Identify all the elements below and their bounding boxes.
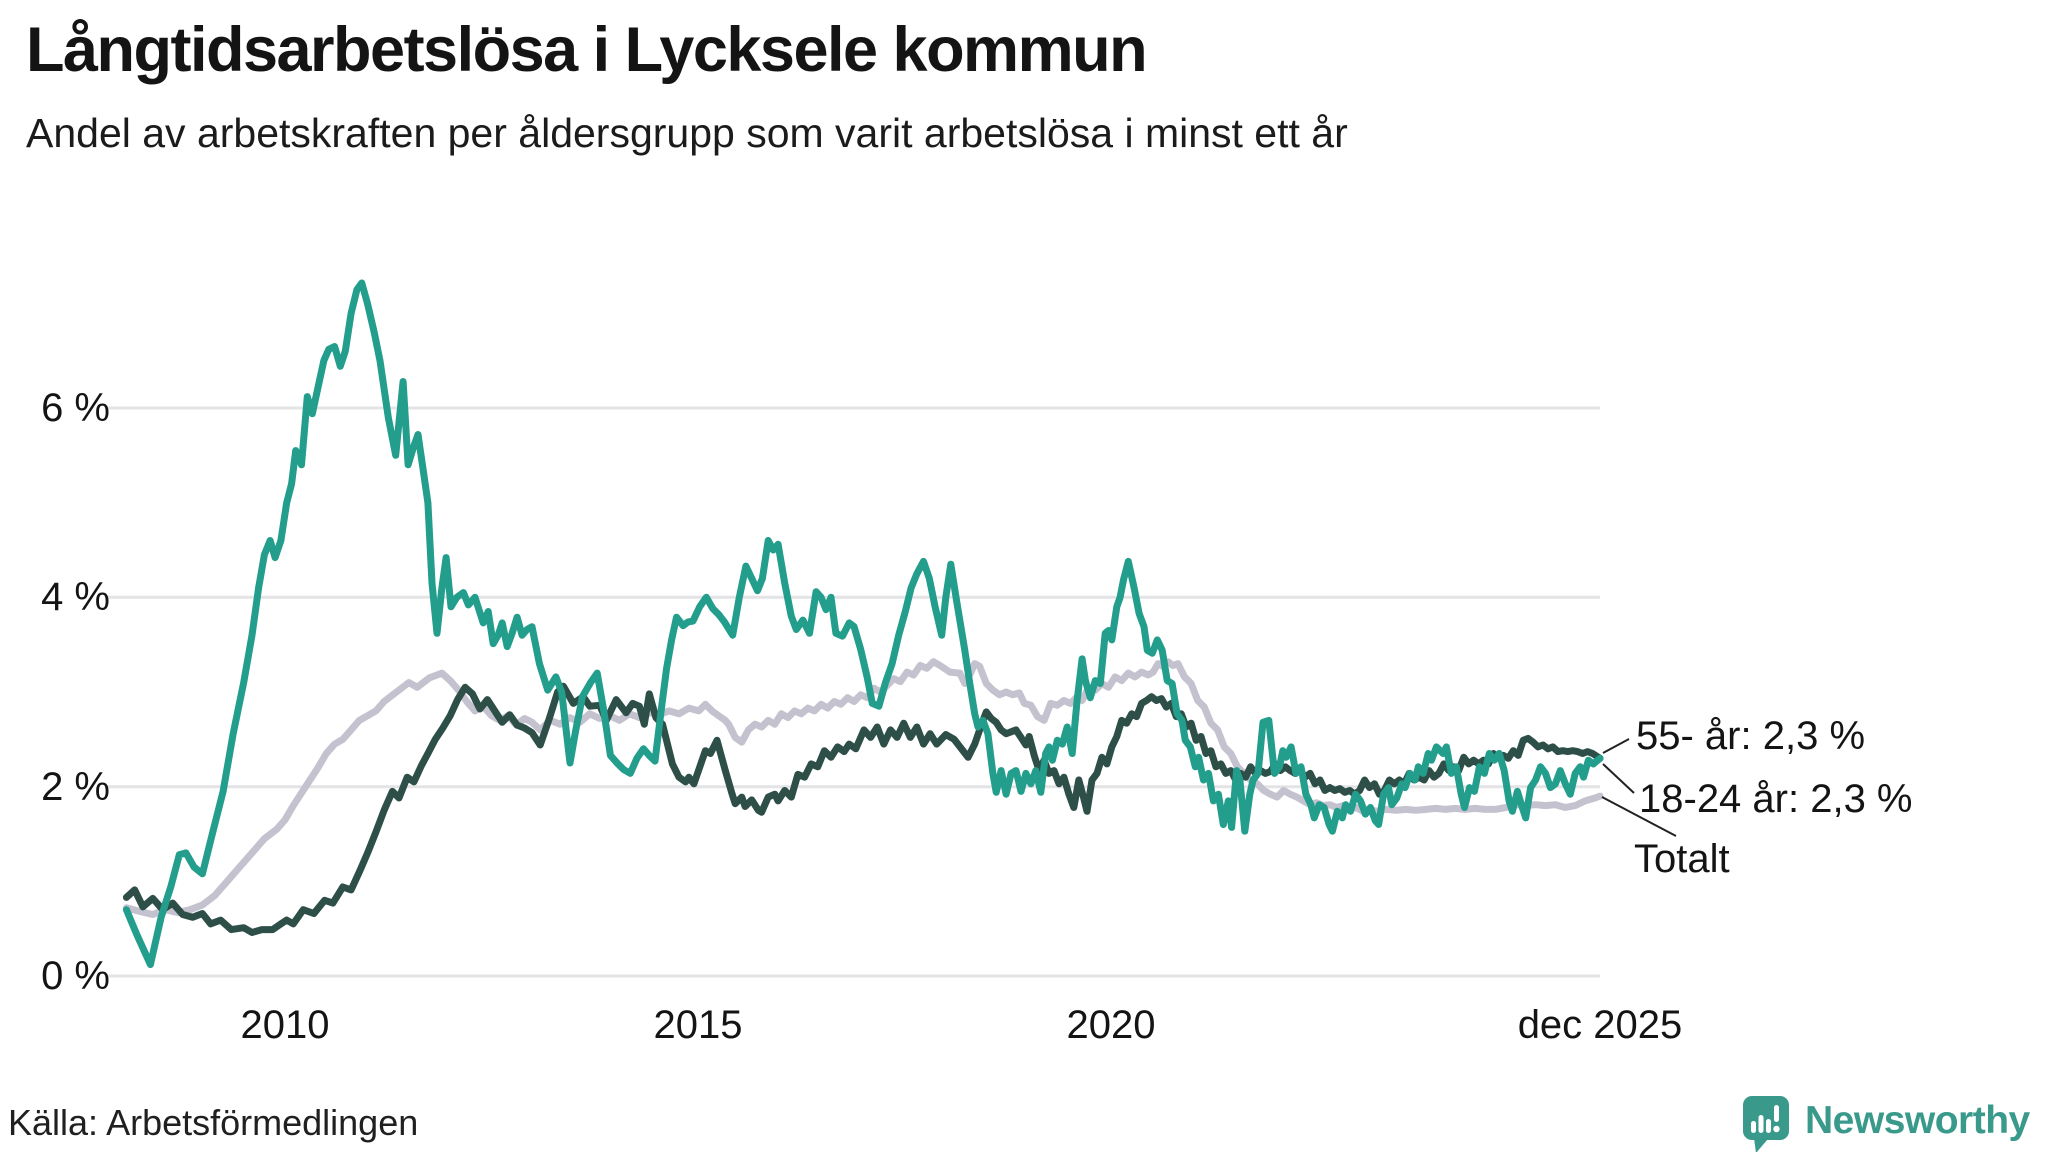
newsworthy-logo-icon — [1743, 1096, 1789, 1152]
page-title: Långtidsarbetslösa i Lycksele kommun — [26, 15, 1148, 85]
gridlines — [107, 406, 1600, 978]
line-55-ar — [122, 682, 1604, 936]
end-label-18-24-ar: 18-24 år: 2,3 % — [1639, 777, 1913, 821]
connector-line-totalt — [1601, 796, 1677, 837]
connector-line-55 — [1602, 738, 1630, 754]
end-label-totalt: Totalt — [1634, 837, 1730, 881]
series-lines — [122, 279, 1604, 969]
end-label-55-ar: 55- år: 2,3 % — [1636, 714, 1866, 758]
connector-line-18-24 — [1602, 763, 1635, 794]
y-tick-label: 0 % — [41, 954, 110, 998]
page-subtitle: Andel av arbetskraften per åldersgrupp s… — [26, 110, 1348, 156]
x-tick-label: 2010 — [240, 1003, 330, 1047]
x-tick-label: 2020 — [1066, 1003, 1156, 1047]
annotation-connectors — [1601, 738, 1677, 837]
newsworthy-logo-text: Newsworthy — [1805, 1099, 2030, 1142]
newsworthy-logo: Newsworthy — [1743, 1096, 2030, 1152]
x-tick-label: 2015 — [653, 1003, 743, 1047]
y-tick-label: 2 % — [41, 764, 110, 809]
line-18-24-ar — [122, 279, 1604, 969]
x-tick-label: dec 2025 — [1517, 1003, 1683, 1047]
y-tick-label: 6 % — [41, 385, 110, 430]
source-note: Källa: Arbetsförmedlingen — [8, 1102, 419, 1143]
y-tick-label: 4 % — [41, 575, 110, 620]
